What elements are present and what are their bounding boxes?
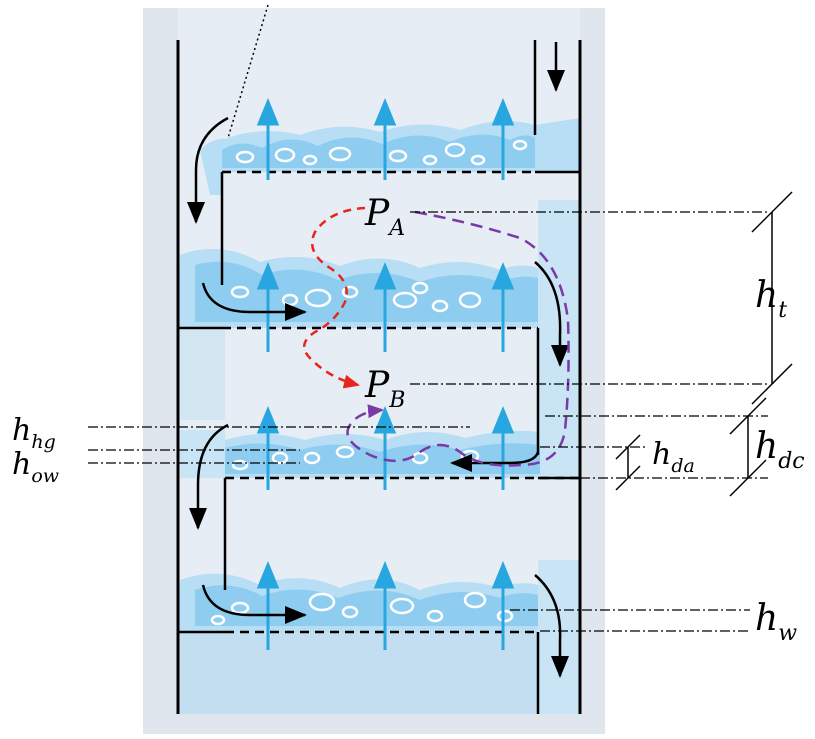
vapor-up-arrow: [491, 561, 515, 650]
vapor-up-arrows: [256, 98, 515, 650]
label-ht: ht: [755, 275, 787, 323]
label-pa: PA: [364, 193, 405, 241]
vapor-up-arrow: [491, 406, 515, 490]
label-pb: PB: [364, 365, 405, 413]
dotted-leader-line: [227, 4, 269, 139]
liquid-flow-arrow: [534, 574, 569, 678]
vapor-up-arrow: [256, 98, 280, 180]
liquid-flow-arrow: [189, 423, 229, 530]
vapor-up-arrow: [256, 262, 280, 352]
liquid-flow-arrow: [201, 282, 307, 321]
liquid-flow-arrow: [187, 116, 229, 224]
label-hdc: hdc: [755, 426, 805, 474]
vapor-up-arrow: [373, 98, 397, 180]
reference-lines: [88, 211, 770, 632]
bottom-liquid-pool: [178, 632, 580, 714]
dimension-lines: [615, 191, 793, 497]
vapor-up-arrow: [491, 98, 515, 180]
liquid-flow-arrow: [534, 261, 569, 367]
vapor-up-arrow: [373, 262, 397, 352]
vapor-up-arrow: [373, 561, 397, 650]
vapor-up-arrow: [256, 561, 280, 650]
pressure-path-red: [303, 206, 366, 389]
label-how: how: [12, 447, 59, 487]
label-hw: hw: [755, 598, 797, 646]
label-hda: hda: [652, 437, 695, 477]
liquid-flow-arrow: [450, 451, 540, 472]
liquid-flow-arrow: [201, 584, 307, 624]
downcomer-left-middle: [180, 330, 225, 420]
label-hhg: hhg: [12, 413, 56, 453]
bubbles: [210, 139, 528, 626]
vapor-up-arrow: [491, 262, 515, 352]
liquid-flow-arrows: [187, 42, 569, 678]
pressure-path-purple: [346, 210, 570, 467]
trays: [178, 40, 580, 714]
